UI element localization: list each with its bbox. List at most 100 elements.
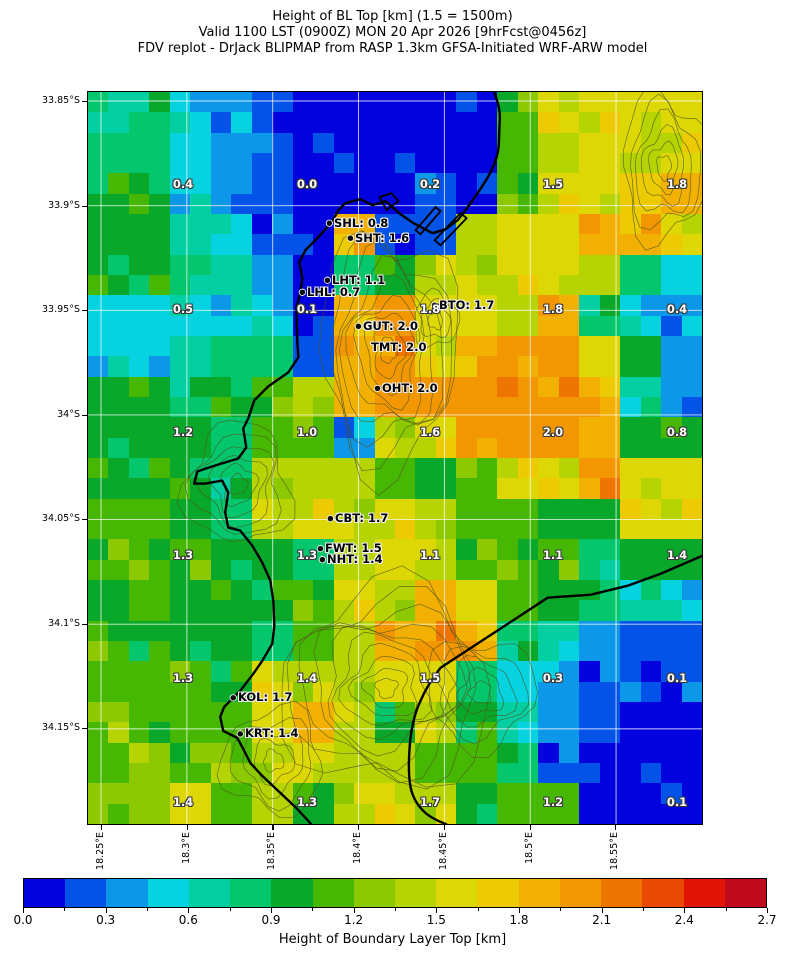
raster-cell bbox=[88, 356, 109, 377]
raster-cell bbox=[415, 437, 436, 458]
terrain-contour bbox=[420, 297, 452, 338]
raster-cell bbox=[579, 92, 600, 113]
colorbar-segment bbox=[271, 879, 313, 907]
raster-cell bbox=[415, 275, 436, 296]
station-dot bbox=[326, 514, 335, 523]
raster-cell bbox=[599, 153, 621, 174]
raster-cell bbox=[640, 702, 662, 723]
raster-cell bbox=[313, 112, 334, 133]
raster-cell bbox=[231, 783, 252, 804]
raster-cell bbox=[435, 92, 457, 113]
raster-cell bbox=[661, 722, 682, 743]
raster-cell bbox=[538, 356, 559, 377]
raster-cell bbox=[128, 132, 150, 153]
raster-cell bbox=[88, 783, 109, 804]
raster-cell bbox=[435, 173, 457, 194]
raster-cell bbox=[620, 498, 641, 519]
raster-cell bbox=[251, 600, 273, 621]
raster-cell bbox=[374, 783, 395, 804]
raster-cell bbox=[333, 275, 355, 296]
raster-cell bbox=[395, 153, 416, 174]
raster-cell bbox=[88, 315, 109, 336]
raster-cell bbox=[292, 173, 314, 194]
raster-cell bbox=[292, 702, 314, 723]
raster-cell bbox=[517, 437, 539, 458]
raster-cell bbox=[354, 92, 375, 113]
harbor-pier bbox=[414, 205, 442, 236]
colorbar-tick bbox=[601, 908, 603, 913]
raster-cell bbox=[210, 559, 232, 580]
colorbar-segment bbox=[477, 879, 519, 907]
raster-cell bbox=[374, 173, 395, 194]
raster-cell bbox=[169, 600, 191, 621]
raster-cell bbox=[620, 539, 641, 560]
raster-cell bbox=[476, 539, 498, 560]
raster-cell bbox=[435, 722, 457, 743]
raster-cell bbox=[108, 458, 129, 479]
terrain-contour bbox=[353, 295, 421, 411]
y-tick-mark bbox=[82, 414, 87, 416]
raster-cell bbox=[415, 661, 436, 682]
raster-cell bbox=[681, 722, 702, 743]
raster-cell bbox=[620, 132, 641, 153]
raster-cell bbox=[415, 458, 436, 479]
raster-cell bbox=[128, 763, 150, 784]
raster-cell bbox=[456, 559, 477, 580]
raster-cell bbox=[333, 600, 355, 621]
raster-cell bbox=[108, 722, 129, 743]
raster-cell bbox=[128, 214, 150, 235]
raster-cell bbox=[640, 92, 662, 113]
raster-cell bbox=[169, 153, 191, 174]
raster-cell bbox=[497, 214, 518, 235]
raster-cell bbox=[681, 620, 702, 641]
raster-cell bbox=[661, 600, 682, 621]
y-tick-mark bbox=[82, 519, 87, 521]
raster-cell bbox=[333, 498, 355, 519]
raster-cell bbox=[517, 783, 539, 804]
raster-cell bbox=[517, 92, 539, 113]
raster-cell bbox=[415, 519, 436, 540]
raster-cell bbox=[599, 356, 621, 377]
raster-cell bbox=[599, 559, 621, 580]
raster-cell bbox=[354, 498, 375, 519]
raster-cell bbox=[108, 620, 129, 641]
colorbar-tick bbox=[64, 908, 66, 911]
raster-cell bbox=[374, 763, 395, 784]
raster-cell bbox=[579, 498, 600, 519]
raster-cell bbox=[313, 763, 334, 784]
raster-cell bbox=[313, 315, 334, 336]
raster-cell bbox=[497, 356, 518, 377]
x-tick-label: 18.35°E bbox=[266, 832, 278, 870]
raster-cell bbox=[538, 397, 559, 418]
station-label: KOL: 1.7 bbox=[238, 690, 293, 704]
y-tick-mark bbox=[82, 623, 87, 625]
raster-cell bbox=[231, 763, 252, 784]
colorbar-tick-label: 0.9 bbox=[261, 913, 281, 927]
raster-cell bbox=[538, 193, 559, 214]
raster-cell bbox=[558, 275, 580, 296]
colorbar-segment bbox=[147, 879, 189, 907]
raster-cell bbox=[579, 417, 600, 438]
raster-cell bbox=[354, 478, 375, 499]
raster-cell bbox=[415, 539, 436, 560]
raster-cell bbox=[88, 254, 109, 275]
raster-cell bbox=[231, 600, 252, 621]
raster-cell bbox=[415, 132, 436, 153]
raster-cell bbox=[538, 722, 559, 743]
raster-cell bbox=[292, 458, 314, 479]
raster-cell bbox=[476, 498, 498, 519]
grid-value-label: 1.8 bbox=[666, 177, 688, 191]
raster-cell bbox=[210, 234, 232, 255]
raster-cell bbox=[661, 173, 682, 194]
grid-value-label: 1.0 bbox=[296, 425, 318, 439]
raster-cell bbox=[395, 336, 416, 357]
raster-cell bbox=[272, 173, 293, 194]
raster-cell bbox=[190, 92, 211, 113]
raster-cell bbox=[149, 112, 170, 133]
raster-cell bbox=[435, 742, 457, 763]
raster-cell bbox=[415, 234, 436, 255]
x-tick-label: 18.4°E bbox=[352, 832, 364, 864]
raster-cell bbox=[128, 702, 150, 723]
raster-cell bbox=[538, 173, 559, 194]
raster-cell bbox=[558, 397, 580, 418]
